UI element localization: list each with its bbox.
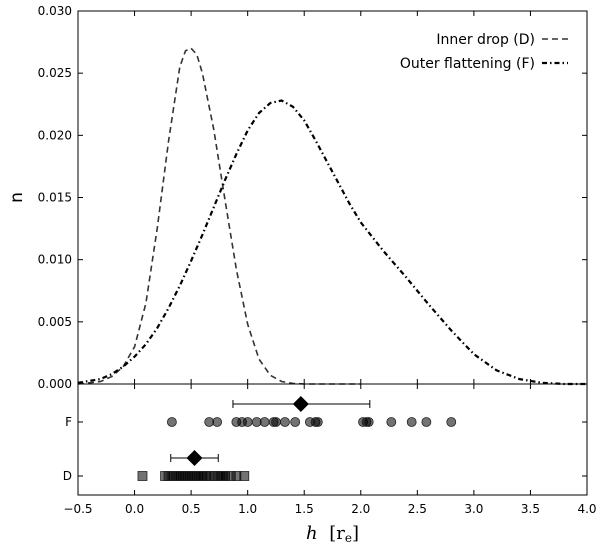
x-tick-label: −0.5 (63, 502, 92, 516)
y-tick-label: 0.015 (38, 191, 72, 205)
x-tick-label: 0.5 (182, 502, 201, 516)
x-tick-label: 1.0 (238, 502, 257, 516)
mean-diamond (186, 450, 203, 466)
x-tick-label: 0.0 (125, 502, 144, 516)
y-tick-label: 0.010 (38, 253, 72, 267)
legend-label: Inner drop (D) (436, 32, 535, 48)
mean-diamond (292, 396, 309, 412)
f-data-point (280, 417, 290, 427)
category-label: D (63, 469, 72, 483)
f-data-point (386, 417, 397, 427)
strip-panel: −0.5 0.0 0.5 1.0 1.5 2.0 2.5 3.0 3.5 4.0 F D (63, 383, 597, 516)
x-tick-label: 1.5 (295, 502, 314, 516)
x-tick-label: 2.0 (351, 502, 370, 516)
strip-frame (77, 383, 588, 496)
category-label: F (65, 415, 72, 429)
y-tick-label: 0.025 (38, 66, 72, 80)
x-tick-label: 2.5 (408, 502, 427, 516)
outer-flattening-curve (77, 99, 587, 386)
d-data-point (137, 471, 148, 481)
f-data-point (259, 417, 270, 427)
y-axis-label: n (7, 192, 27, 203)
f-data-point (166, 417, 177, 427)
y-tick-label: 0.020 (38, 128, 72, 142)
f-data-point (212, 417, 223, 427)
x-axis-label: h [re] (306, 523, 359, 545)
f-data-point (363, 417, 374, 427)
legend-label: Outer flattening (F) (400, 56, 535, 72)
f-data-point (446, 417, 457, 427)
d-data-point (239, 471, 250, 481)
f-data-point (242, 417, 253, 427)
f-data-point (406, 417, 417, 427)
inner-drop-curve (77, 47, 361, 385)
y-tick-label: 0.005 (38, 315, 72, 329)
f-data-point (271, 417, 281, 427)
y-tick-label: 0.000 (38, 377, 72, 391)
y-tick-label: 0.030 (38, 4, 72, 18)
f-data-point (312, 417, 323, 427)
f-data-point (290, 417, 301, 427)
x-tick-label: 3.5 (521, 502, 540, 516)
f-data-point (421, 417, 432, 427)
density-panel: 0.000 0.005 0.010 0.015 0.020 0.025 0.030 Inner… (38, 4, 588, 391)
x-tick-label: 4.0 (577, 502, 596, 516)
x-tick-label: 3.0 (464, 502, 483, 516)
